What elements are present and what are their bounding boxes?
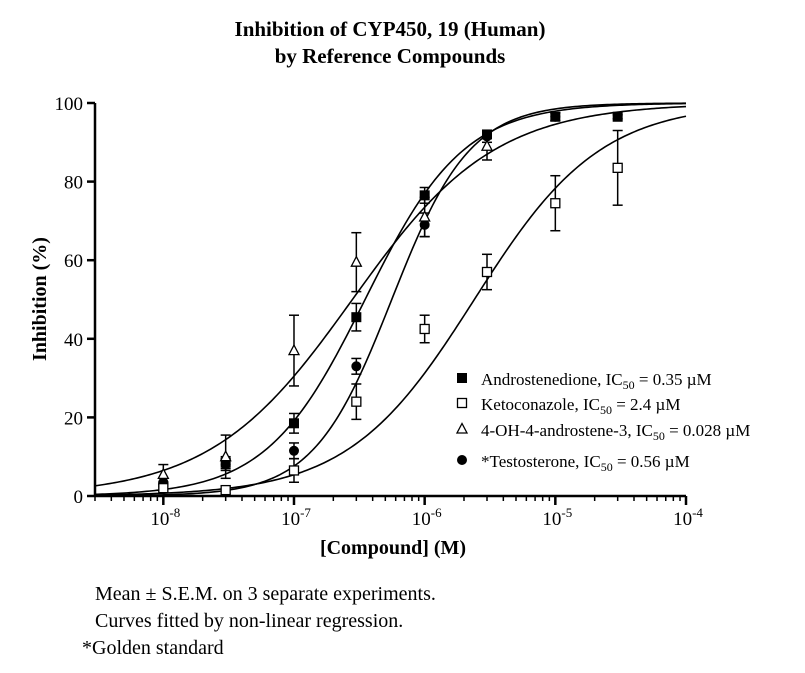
axes: 0 20 40 60 80 100 10-8 10-7 10-6 10-5 10-4 — [55, 94, 704, 530]
marker-circle-filled — [457, 455, 467, 465]
legend-label-name: 4-OH-4-androstene-3, IC — [481, 421, 653, 440]
marker-circle-filled — [288, 445, 299, 456]
marker-square-filled — [288, 418, 299, 429]
y-tick-label: 40 — [64, 330, 83, 351]
legend-label: Androstenedione, IC50 = 0.35 µM — [481, 370, 712, 392]
x-tick-label: 10-5 — [542, 505, 572, 530]
legend-label-value: = 2.4 µM — [612, 395, 681, 414]
y-axis-label: Inhibition (%) — [29, 237, 51, 361]
x-tick-label: 10-8 — [150, 505, 180, 530]
legend-label: *Testosterone, IC50 = 0.56 µM — [481, 452, 690, 474]
legend-label: 4-OH-4-androstene-3, IC50 = 0.028 µM — [481, 421, 750, 443]
y-tick-label: 80 — [64, 173, 83, 194]
legend-label-value: = 0.56 µM — [613, 452, 690, 471]
note-mean-sem: Mean ± S.E.M. on 3 separate experiments. — [95, 583, 436, 605]
marker-square-filled — [457, 373, 467, 383]
legend-label-value: = 0.028 µM — [665, 421, 751, 440]
marker-square-open — [419, 323, 430, 335]
fit-curve — [94, 102, 687, 496]
marker-square-open — [550, 198, 561, 209]
legend-label-name: Androstenedione, IC — [481, 370, 623, 389]
marker-triangle-open — [350, 255, 363, 267]
y-tick-label: 20 — [64, 408, 83, 429]
note-curve-fit: Curves fitted by non-linear regression. — [95, 610, 404, 632]
marker-square-open — [351, 396, 362, 407]
marker-square-filled — [351, 312, 362, 323]
marker-triangle-open — [455, 422, 469, 434]
legend-label-value: = 0.35 µM — [635, 370, 712, 389]
legend: Androstenedione, IC50 = 0.35 µMKetoconaz… — [455, 370, 750, 474]
marker-triangle-open — [287, 343, 301, 356]
fit-curve — [94, 115, 687, 496]
legend-label-subscript: 50 — [600, 403, 612, 417]
legend-label-name: *Testosterone, IC — [481, 452, 601, 471]
y-tick-label: 100 — [55, 94, 84, 115]
legend-label-subscript: 50 — [653, 429, 665, 443]
fit-curve — [94, 102, 687, 497]
marker-triangle-open — [480, 139, 494, 151]
marker-square-open — [612, 162, 623, 173]
marker-square-open — [288, 465, 300, 476]
legend-label-name: Ketoconazole, IC — [481, 395, 600, 414]
x-tick-label: 10-7 — [281, 505, 311, 530]
y-tick-label: 0 — [74, 487, 84, 508]
x-tick-label: 10-4 — [673, 505, 703, 530]
marker-square-filled — [550, 111, 561, 122]
fitted-curves — [94, 102, 687, 497]
marker-square-open — [456, 397, 468, 409]
marker-square-open — [158, 482, 169, 494]
marker-triangle-open — [219, 449, 232, 462]
y-tick-label: 60 — [64, 251, 83, 272]
fit-curve — [94, 105, 687, 487]
marker-circle-filled — [351, 361, 362, 372]
chart-subtitle: by Reference Compounds — [274, 44, 506, 68]
legend-label-subscript: 50 — [601, 460, 613, 474]
legend-label-subscript: 50 — [623, 378, 635, 392]
x-axis-label: [Compound] (M) — [320, 537, 466, 559]
legend-label: Ketoconazole, IC50 = 2.4 µM — [481, 395, 680, 417]
data-points — [157, 111, 623, 496]
marker-triangle-open — [157, 467, 170, 480]
marker-square-open — [481, 266, 493, 278]
marker-square-open — [220, 484, 231, 496]
note-golden-standard: *Golden standard — [82, 637, 224, 659]
x-tick-label: 10-6 — [412, 505, 442, 530]
marker-square-filled — [612, 111, 623, 122]
marker-triangle-open — [418, 210, 431, 222]
chart-title: Inhibition of CYP450, 19 (Human) — [234, 17, 546, 41]
